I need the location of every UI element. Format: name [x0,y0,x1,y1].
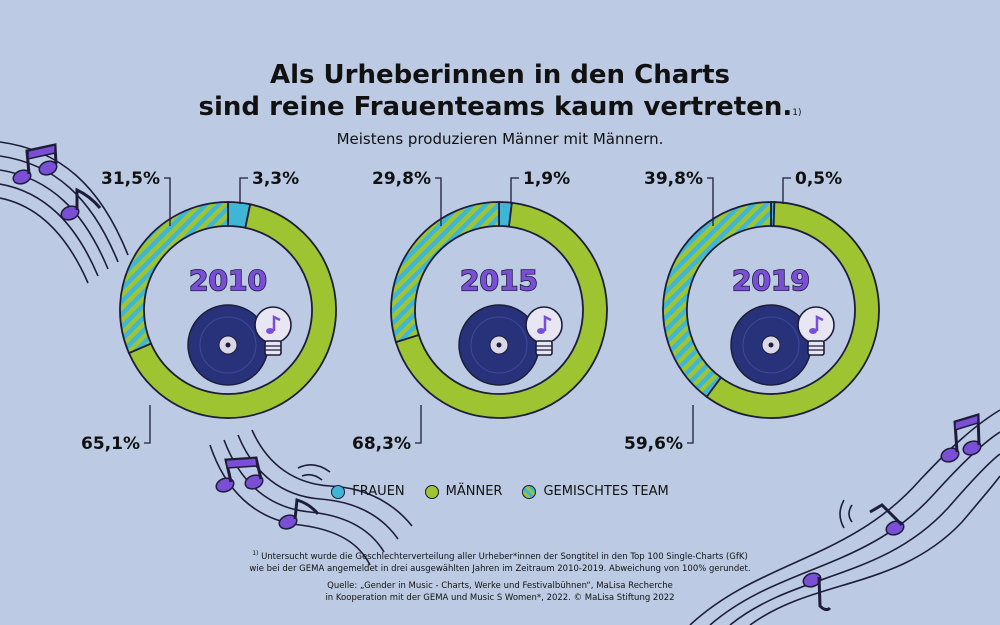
value-label-maenner: 68,3% [352,434,411,454]
leader-line [164,177,171,226]
title-line-1: Als Urheberinnen in den Charts [270,60,730,90]
donut-chart-2019: 2019 0,5% 39,8% 59,6% [624,169,880,454]
slice-maenner [705,201,880,419]
legend-item-gemischt: GEMISCHTES TEAM [522,484,669,499]
leader-line [707,177,714,226]
legend-swatch-gemischt [522,484,537,499]
music-note-icon [869,503,905,536]
legend: FRAUEN MÄNNER GEMISCHTES TEAM [0,484,1000,499]
leader-line [687,405,694,444]
value-label-maenner: 59,6% [624,434,683,454]
leader-line [415,405,422,444]
sound-wave-icon [297,464,853,529]
value-label-maenner: 65,1% [81,434,140,454]
title-footnote-mark: 1) [792,108,802,118]
donut-chart-2010: 2010 3,3% 31,5% 65,1% [81,169,337,454]
value-label-frauen: 1,9% [523,169,570,189]
music-note-icon [12,143,58,185]
music-note-icon [940,412,982,463]
leader-line [510,177,519,204]
legend-label-maenner: MÄNNER [445,484,503,499]
music-note-icon [278,498,320,530]
value-label-gemischt: 39,8% [644,169,703,189]
music-note-icon [60,187,102,221]
leader-line [239,177,248,204]
year-label: 2015 [460,264,538,297]
leader-line [144,405,151,444]
year-label: 2010 [189,264,267,297]
value-label-frauen: 0,5% [795,169,842,189]
value-label-gemischt: 29,8% [372,169,431,189]
legend-swatch-maenner [424,484,439,499]
legend-item-frauen: FRAUEN [331,484,405,499]
slice-gemischt [390,201,500,344]
footnote-line-2: wie bei der GEMA angemeldet in drei ausg… [249,563,751,574]
legend-label-frauen: FRAUEN [352,484,405,499]
light-bulb-icon [525,306,563,356]
value-label-gemischt: 31,5% [101,169,160,189]
slice-gemischt [662,201,772,398]
year-label: 2019 [732,264,810,297]
footnote: 1) Untersucht wurde die Geschlechtervert… [200,548,800,575]
leader-line [782,177,791,204]
footnote-mark: 1) [252,550,259,557]
donut-chart-2015: 2015 1,9% 29,8% 68,3% [352,169,608,454]
slice-maenner [127,203,337,419]
light-bulb-icon [254,306,292,356]
music-note-icon [215,456,264,493]
staff-bottom-right [689,409,1000,625]
light-bulb-icon [797,306,835,356]
leader-line [435,177,442,226]
subtitle: Meistens produzieren Männer mit Männern. [336,130,664,148]
source-line-1: Quelle: „Gender in Music - Charts, Werke… [327,581,673,591]
page-title: Als Urheberinnen in den Charts sind rein… [0,59,1000,123]
source: Quelle: „Gender in Music - Charts, Werke… [200,580,800,604]
legend-swatch-frauen [331,484,346,499]
legend-label-gemischt: GEMISCHTES TEAM [543,484,669,499]
legend-item-maenner: MÄNNER [424,484,503,499]
slice-gemischt [119,201,229,355]
title-line-2: sind reine Frauenteams kaum vertreten. [198,92,793,122]
source-line-2: in Kooperation mit der GEMA und Music S … [325,593,675,603]
value-label-frauen: 3,3% [252,169,299,189]
footnote-line-1: Untersucht wurde die Geschlechterverteil… [261,551,748,562]
music-note-icon [802,572,832,612]
slice-maenner [394,201,608,419]
